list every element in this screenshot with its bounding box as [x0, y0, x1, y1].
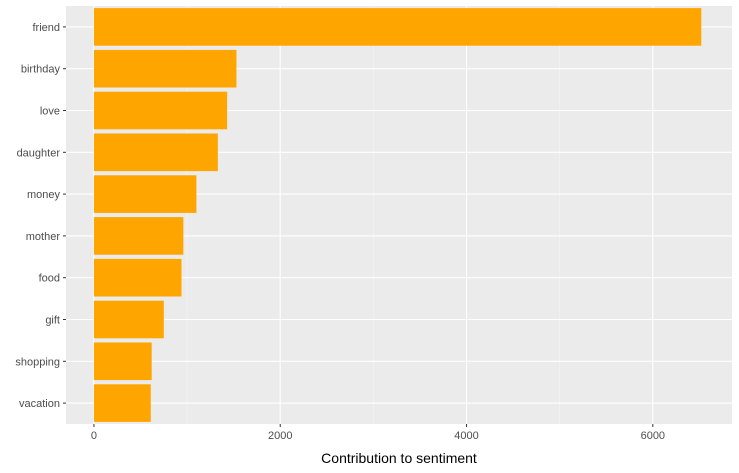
y-axis: friend birthday love daughter money mother foo… [15, 22, 66, 410]
y-tick-label: friend [32, 22, 60, 34]
x-tick-label: 2000 [268, 430, 292, 442]
x-axis-title: Contribution to sentiment [321, 450, 477, 466]
bar-birthday [93, 49, 237, 88]
bars [93, 8, 702, 422]
y-tick-label: money [27, 189, 61, 201]
bar-shopping [93, 342, 152, 381]
bar-mother [93, 217, 184, 255]
bar-friend [93, 8, 702, 46]
y-tick-label: shopping [15, 356, 60, 368]
bar-daughter [93, 133, 218, 172]
y-tick-label: gift [45, 315, 60, 327]
bar-food [93, 258, 182, 297]
x-axis: 0 2000 4000 6000 [91, 424, 665, 442]
y-tick-label: mother [26, 231, 61, 243]
x-tick-label: 6000 [641, 430, 665, 442]
y-tick-label: daughter [17, 147, 61, 159]
y-tick-label: birthday [21, 64, 61, 76]
bar-gift [93, 300, 164, 339]
bar-money [93, 175, 197, 213]
bar-love [93, 91, 228, 130]
x-tick-label: 4000 [454, 430, 478, 442]
y-tick-label: love [40, 106, 60, 118]
bar-vacation [93, 384, 151, 422]
y-tick-label: vacation [19, 398, 60, 410]
y-tick-label: food [39, 273, 60, 285]
x-tick-label: 0 [91, 430, 97, 442]
